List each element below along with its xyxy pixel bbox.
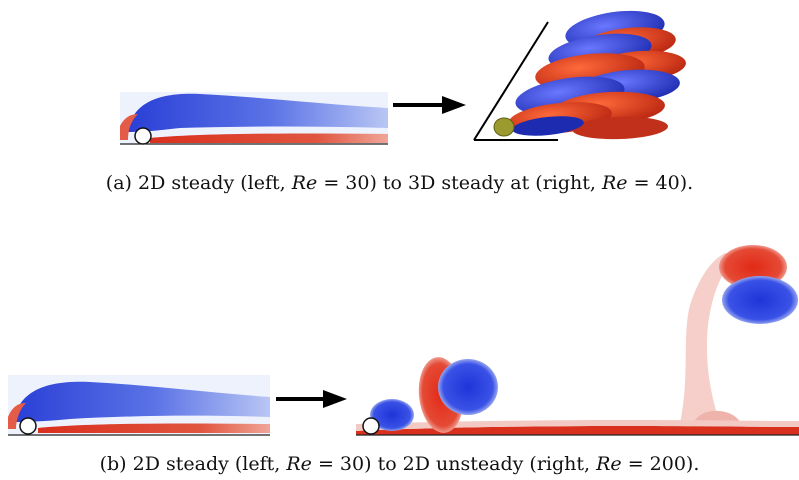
cylinder-2d [19,417,37,435]
positive-vorticity-region [150,133,388,143]
wake-2d-steady-b [8,375,270,436]
blue-vortex-shed [438,359,498,415]
negative-vorticity-region [14,381,270,422]
plane-edge-diagonal [473,21,549,141]
unsteady-2d-flow [356,245,799,436]
wall-positive-layer [356,426,799,435]
cylinder-2d [134,127,152,145]
transition-arrow-b [276,390,347,408]
caption-a-text-2: = 30) to 3D steady at (right, [317,172,602,194]
far-blue-vortex [722,276,798,324]
panel-a-graphics [120,10,686,145]
caption-b-text-3: = 200). [621,453,700,475]
positive-vorticity-region [38,423,270,433]
caption-a-re-1: Re [291,172,318,194]
upstream-positive-layer [8,403,26,429]
transition-arrow-a [393,96,466,114]
negative-vorticity-region [128,93,388,132]
figure-panel-b: (b) 2D steady (left, Re = 30) to 2D unst… [0,215,799,480]
caption-a-text-3: = 40). [627,172,694,194]
wake-2d-steady-a [120,92,388,145]
caption-b-re-1: Re [286,453,312,475]
caption-b-re-2: Re [596,453,622,475]
wall-positive-halo [356,420,799,431]
cylinder-2d-unsteady [362,417,380,435]
caption-b: (b) 2D steady (left, Re = 30) to 2D unst… [0,453,799,475]
caption-b-text-1: (b) 2D steady (left, [99,453,287,475]
figure-panel-a: (a) 2D steady (left, Re = 30) to 3D stea… [0,0,799,215]
panel-b-graphics [8,245,799,436]
vortex-trail [680,253,738,423]
caption-a: (a) 2D steady (left, Re = 30) to 3D stea… [0,172,799,194]
caption-b-text-2: = 30) to 2D unsteady (right, [311,453,597,475]
caption-a-re-2: Re [601,172,628,194]
cylinder-3d [493,117,515,137]
vortex-near-cylinder [370,399,414,431]
upstream-positive-layer [120,114,138,140]
vortex-3d-steady [473,10,686,141]
caption-a-text-1: (a) 2D steady (left, [105,172,292,194]
